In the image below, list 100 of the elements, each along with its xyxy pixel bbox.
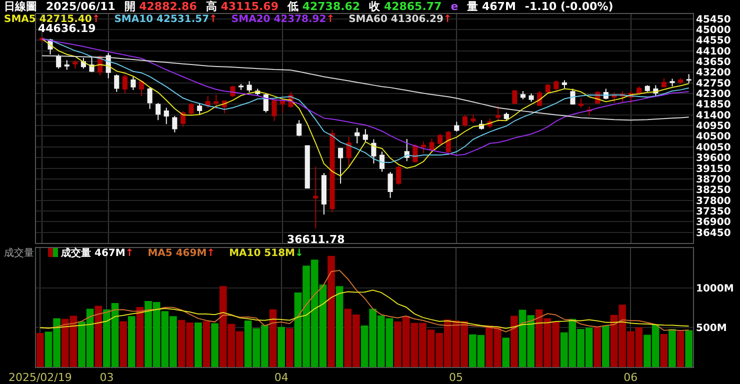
candlestick [396, 165, 402, 186]
candlestick [313, 166, 318, 229]
candlestick [462, 114, 468, 128]
candlestick [512, 89, 518, 105]
y-tick-label: 44100 [696, 46, 731, 58]
y-tick-label: 43200 [696, 68, 731, 79]
y-tick-label: 42300 [696, 89, 731, 100]
bar [660, 334, 668, 367]
chart-title: 日線圖 [4, 0, 37, 14]
text: MA5 469M↑ [148, 248, 216, 260]
bar [278, 326, 285, 367]
candlestick [304, 144, 310, 189]
candlestick [130, 76, 136, 90]
candlestick [496, 105, 501, 122]
text: e [450, 0, 458, 14]
y-tick-label: 36450 [696, 228, 731, 239]
legend-label: 成交量 467M↑ [60, 248, 134, 260]
candlestick [346, 136, 352, 166]
text: 低 42738.62 [287, 0, 360, 14]
bar [328, 256, 335, 367]
candlestick [272, 98, 277, 122]
candlestick [554, 80, 559, 93]
candlestick [164, 107, 169, 125]
y-tick-label: 38700 [696, 174, 731, 186]
bar [510, 316, 518, 367]
candlestick [172, 116, 178, 133]
y-tick-label: 39600 [696, 153, 731, 164]
candlestick [214, 94, 219, 110]
candlestick [72, 60, 78, 70]
candlestick [354, 127, 360, 144]
bar [676, 331, 684, 367]
y-tick-label: 40950 [696, 121, 731, 132]
candlestick [338, 148, 344, 184]
candlestick [446, 130, 451, 156]
candlestick [379, 151, 385, 172]
candlestick [578, 98, 584, 108]
candlestick [545, 84, 550, 94]
candlestick [263, 93, 268, 113]
bar [120, 321, 127, 367]
x-tick-label: 06 [624, 371, 638, 384]
bar [502, 338, 510, 367]
candlestick [330, 130, 335, 213]
candlestick [296, 120, 302, 137]
candlestick [438, 133, 443, 146]
candlestick [147, 87, 152, 110]
candlestick [197, 102, 202, 115]
candlestick [470, 114, 476, 124]
text: 開 42882.86 [124, 0, 197, 14]
candlestick [246, 80, 252, 93]
candlestick [454, 121, 460, 132]
y-tick-label: 38250 [696, 185, 731, 196]
y-tick-label: 40500 [696, 132, 731, 143]
line-series [40, 270, 690, 332]
text: -1.10 (-0.00%) [524, 0, 614, 14]
candlestick [661, 78, 667, 88]
candlestick [188, 102, 194, 116]
bar [336, 286, 344, 367]
bar [269, 309, 277, 367]
x-tick-label: 05 [448, 371, 463, 384]
candlestick [528, 93, 534, 102]
bar [602, 326, 610, 367]
bar [194, 322, 202, 367]
candlestick [612, 92, 617, 104]
bar [286, 328, 294, 367]
candlestick [537, 90, 542, 106]
bar [128, 316, 136, 367]
candlestick [122, 74, 128, 94]
candlestick [562, 80, 567, 89]
candlestick [420, 141, 426, 154]
x-tick-label: 03 [100, 371, 114, 384]
candlestick [238, 84, 244, 90]
line-series [42, 55, 690, 121]
text: 高 43115.69 [206, 0, 278, 14]
y-tick-label: 44550 [696, 36, 731, 47]
y-tick-label: 45450 [696, 14, 731, 26]
y-tick-label: 1000M [696, 284, 734, 295]
y-tick-label: 37800 [696, 196, 731, 207]
candlestick [321, 172, 326, 216]
x-tick-label: 04 [274, 371, 288, 384]
bar [136, 307, 144, 367]
y-tick-label: 39150 [696, 164, 731, 175]
bar [211, 323, 218, 367]
text: SMA60 41306.29↑ [348, 14, 452, 26]
candlestick [371, 138, 376, 164]
y-tick-label: 43650 [696, 56, 731, 68]
candlestick [362, 128, 368, 143]
candlestick [280, 98, 286, 113]
candlestick [429, 138, 434, 154]
candlestick [156, 102, 161, 121]
y-tick-label: 45000 [696, 24, 731, 36]
candlestick [388, 172, 393, 198]
y-tick-label: 42750 [696, 78, 731, 90]
annotation: 36611.78 [287, 233, 345, 246]
text: 收 42865.77 [369, 0, 442, 14]
bar [202, 321, 210, 367]
y-tick-label: 37350 [696, 206, 731, 218]
candlestick [56, 54, 62, 70]
y-tick-label: 40050 [696, 142, 731, 154]
y-tick-label: 36900 [696, 217, 731, 228]
text: SMA20 42378.92↑ [231, 14, 335, 26]
